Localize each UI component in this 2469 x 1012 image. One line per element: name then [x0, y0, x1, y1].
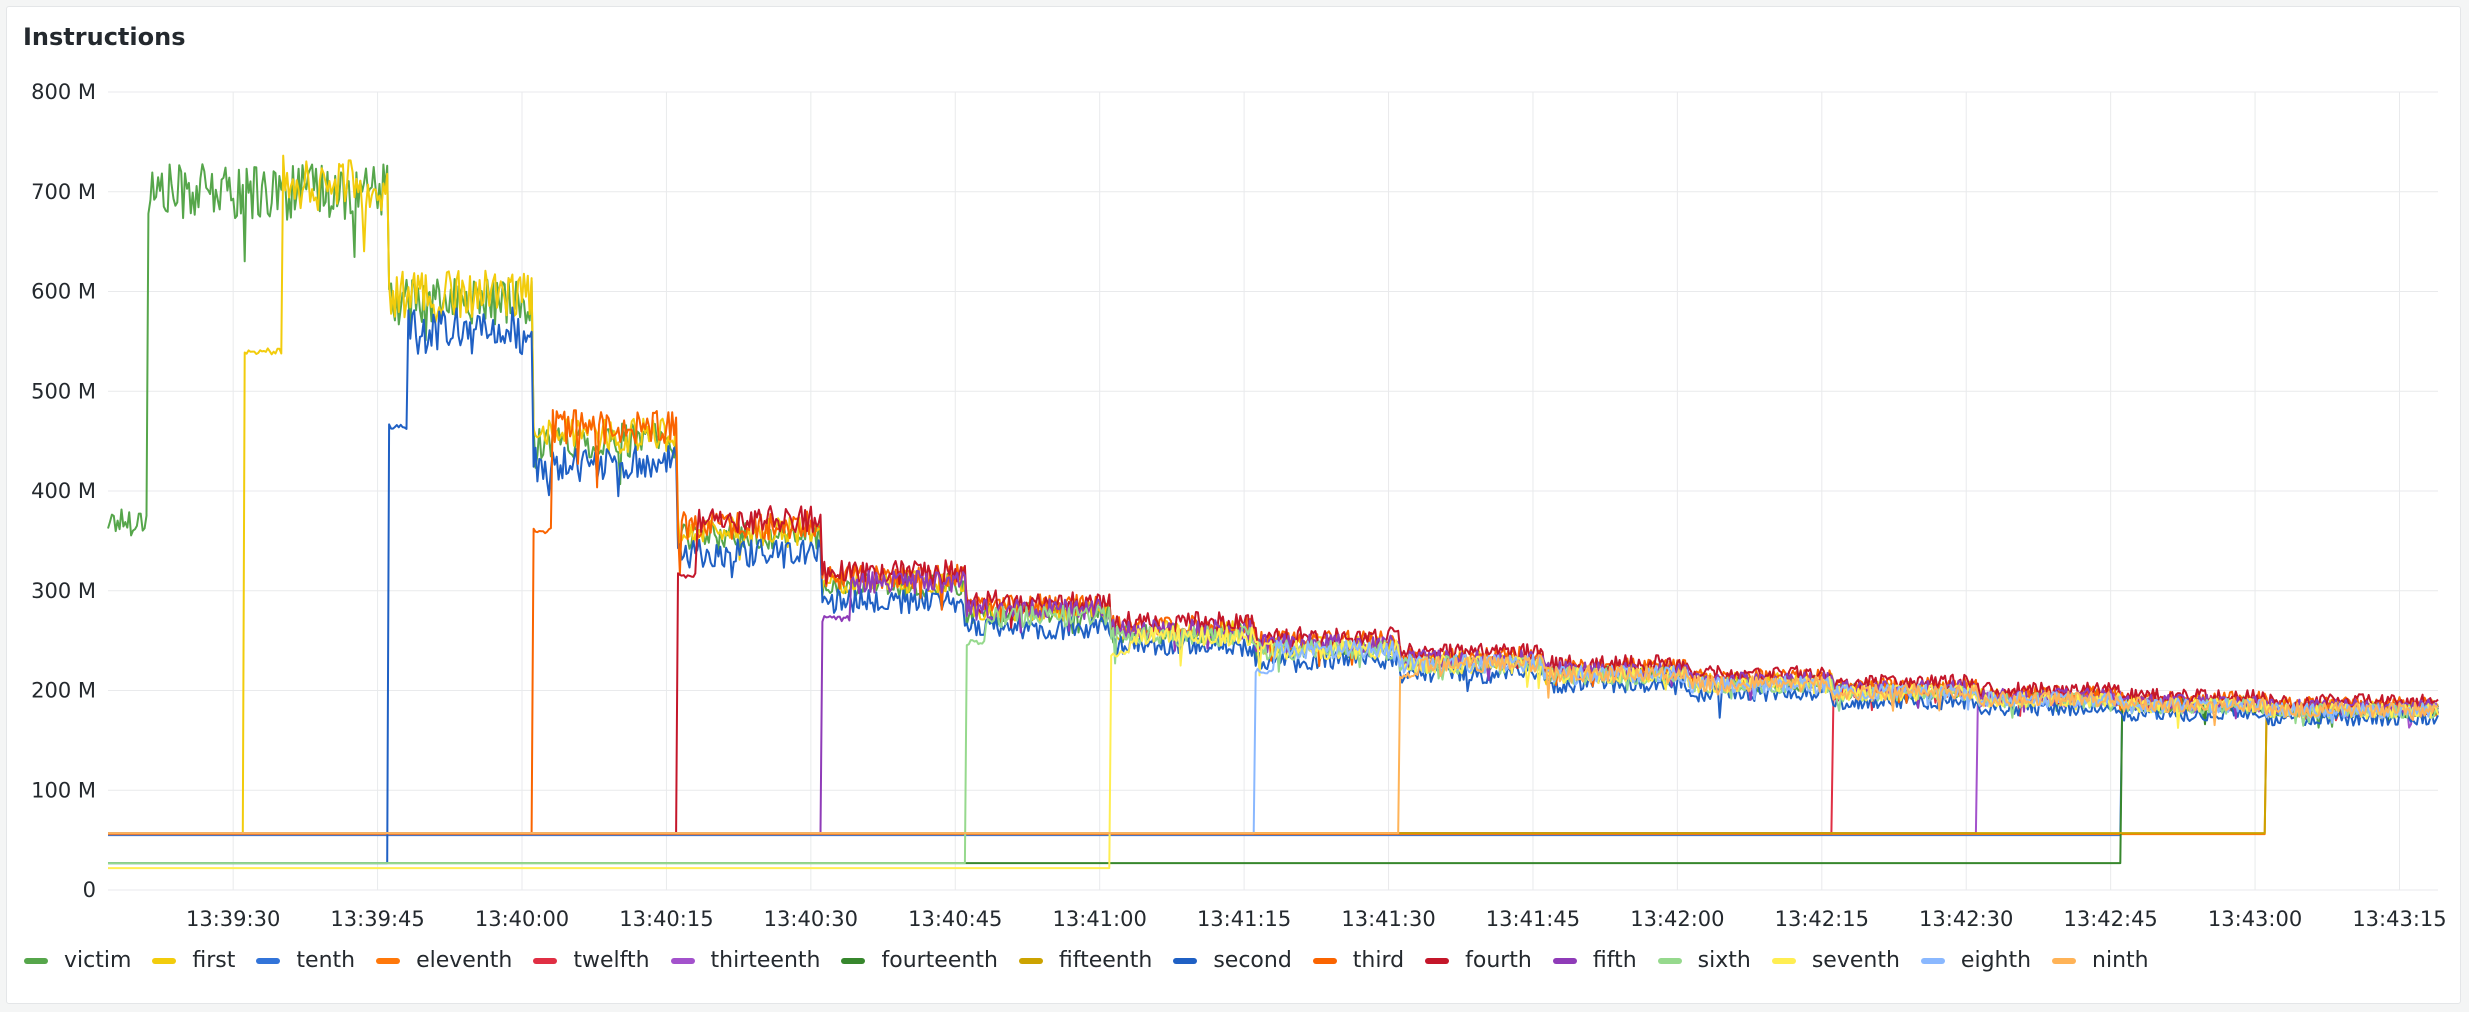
- legend-swatch: [1018, 957, 1043, 964]
- series-line-thirteenth: [108, 690, 2439, 835]
- legend-item-tenth[interactable]: tenth: [256, 948, 355, 973]
- series-line-ninth: [108, 653, 2439, 835]
- legend-swatch: [1657, 957, 1682, 964]
- y-tick-label: 500 M: [31, 379, 96, 403]
- series-line-first: [108, 154, 2439, 835]
- y-tick-label: 700 M: [31, 180, 96, 204]
- series-line-sixth: [108, 604, 2439, 865]
- legend-item-twelfth[interactable]: twelfth: [533, 948, 650, 973]
- legend-label: third: [1352, 948, 1405, 973]
- legend-item-ninth[interactable]: ninth: [2052, 948, 2149, 973]
- x-tick-label: 13:40:15: [619, 907, 713, 931]
- series-line-eighth: [108, 639, 2439, 835]
- legend-label: eleventh: [416, 948, 513, 973]
- legend-label: fourth: [1465, 948, 1532, 973]
- legend-item-fourteenth[interactable]: fourteenth: [841, 948, 998, 973]
- y-tick-label: 400 M: [31, 479, 96, 503]
- x-tick-label: 13:41:00: [1053, 907, 1147, 931]
- legend-label: twelfth: [573, 948, 650, 973]
- legend-swatch: [24, 957, 48, 964]
- series-line-eleventh: [108, 701, 2439, 836]
- series-line-fourteenth: [108, 697, 2439, 865]
- x-tick-label: 13:43:15: [2352, 907, 2446, 931]
- legend-label: thirteenth: [710, 948, 821, 973]
- legend-label: eighth: [1960, 948, 2032, 973]
- y-tick-label: 200 M: [31, 679, 96, 703]
- legend-swatch: [1425, 957, 1450, 964]
- legend-label: victim: [64, 948, 132, 973]
- x-tick-label: 13:41:30: [1341, 907, 1435, 931]
- legend-swatch: [2052, 957, 2077, 964]
- legend-label: second: [1213, 948, 1292, 973]
- chart-panel: Instructions: [6, 6, 2461, 1004]
- legend-item-third[interactable]: third: [1312, 948, 1405, 973]
- legend-label: ninth: [2092, 948, 2149, 973]
- x-tick-label: 13:42:00: [1630, 907, 1724, 931]
- legend-swatch: [376, 957, 401, 964]
- legend-swatch: [670, 957, 695, 964]
- x-tick-label: 13:41:15: [1197, 907, 1291, 931]
- x-tick-label: 13:42:30: [1919, 907, 2013, 931]
- x-tick-label: 13:41:45: [1486, 907, 1580, 931]
- legend-swatch: [1552, 957, 1577, 964]
- legend-swatch: [841, 957, 866, 964]
- legend-swatch: [1312, 957, 1337, 964]
- legend-label: seventh: [1811, 948, 1900, 973]
- legend-label: sixth: [1697, 948, 1751, 973]
- y-tick-label: 0: [83, 878, 96, 902]
- x-tick-label: 13:43:00: [2208, 907, 2302, 931]
- legend-item-sixth[interactable]: sixth: [1657, 948, 1751, 973]
- legend-item-first[interactable]: first: [152, 948, 235, 973]
- y-tick-label: 800 M: [31, 80, 96, 104]
- legend-label: fifteenth: [1058, 948, 1153, 973]
- y-tick-label: 100 M: [31, 778, 96, 802]
- legend-swatch: [1771, 957, 1796, 964]
- y-tick-label: 300 M: [31, 579, 96, 603]
- legend-item-eleventh[interactable]: eleventh: [376, 948, 512, 973]
- legend-item-fifteenth[interactable]: fifteenth: [1018, 948, 1153, 973]
- x-tick-label: 13:39:30: [186, 907, 280, 931]
- legend-item-eighth[interactable]: eighth: [1920, 948, 2032, 973]
- series-line-fifteenth: [108, 701, 2439, 835]
- legend-label: first: [192, 948, 236, 973]
- series-line-tenth: [108, 696, 2439, 837]
- legend-item-seventh[interactable]: seventh: [1771, 948, 1900, 973]
- legend-item-second[interactable]: second: [1173, 948, 1292, 973]
- legend-swatch: [256, 957, 281, 964]
- legend-swatch: [533, 957, 558, 964]
- legend-label: fourteenth: [881, 948, 998, 973]
- legend-swatch: [152, 957, 177, 964]
- legend-item-thirteenth[interactable]: thirteenth: [670, 948, 821, 973]
- legend-item-fifth[interactable]: fifth: [1552, 948, 1637, 973]
- legend-swatch: [1920, 957, 1945, 964]
- x-tick-label: 13:42:15: [1775, 907, 1869, 931]
- legend-label: tenth: [296, 948, 356, 973]
- x-tick-label: 13:40:00: [475, 907, 569, 931]
- chart-legend: victim first tenth eleventh twelfth thirteent…: [24, 948, 2170, 973]
- legend-label: fifth: [1592, 948, 1637, 973]
- panel-title: Instructions: [23, 23, 186, 51]
- y-tick-label: 600 M: [31, 280, 96, 304]
- x-tick-label: 13:39:45: [330, 907, 424, 931]
- x-tick-label: 13:40:45: [908, 907, 1002, 931]
- legend-swatch: [1173, 957, 1198, 964]
- legend-item-fourth[interactable]: fourth: [1425, 948, 1532, 973]
- series-line-third: [108, 409, 2439, 835]
- legend-item-victim[interactable]: victim: [24, 948, 131, 973]
- x-tick-label: 13:42:45: [2063, 907, 2157, 931]
- x-tick-label: 13:40:30: [764, 907, 858, 931]
